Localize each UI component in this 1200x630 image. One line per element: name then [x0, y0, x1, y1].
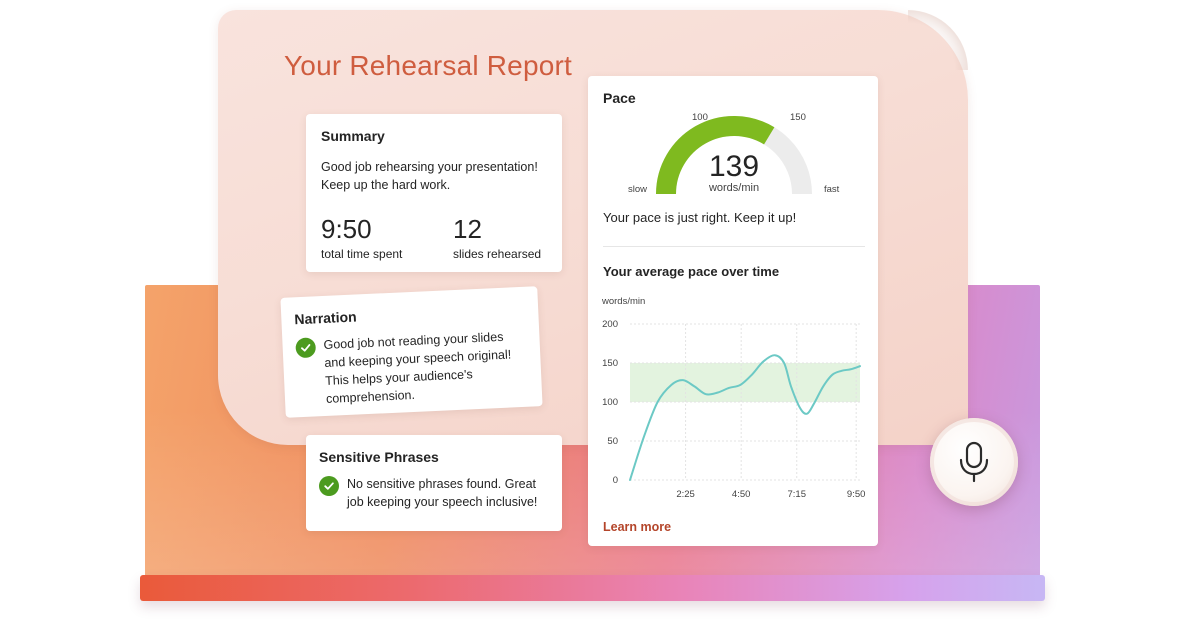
- y-axis-label: words/min: [601, 296, 645, 307]
- time-stat: 9:50 total time spent: [321, 214, 402, 261]
- narration-heading: Narration: [294, 308, 357, 328]
- sensitive-message: No sensitive phrases found. Great job ke…: [347, 477, 538, 509]
- microphone-icon: [959, 441, 989, 483]
- gauge-label-fast: fast: [824, 184, 840, 195]
- time-value: 9:50: [321, 214, 372, 244]
- pace-series-line: [629, 354, 861, 481]
- slides-value: 12: [453, 214, 482, 244]
- narration-card: Narration Good job not reading your slid…: [280, 286, 543, 418]
- average-pace-heading: Your average pace over time: [603, 264, 780, 279]
- gauge-label-150: 150: [790, 112, 806, 123]
- narration-message: Good job not reading your slides and kee…: [323, 329, 512, 406]
- pace-gauge: 100 150 slow fast 139 words/min: [618, 106, 850, 196]
- pace-gauge-arc: [656, 116, 812, 195]
- x-tick-label: 4:50: [732, 489, 751, 500]
- y-tick-label: 50: [607, 436, 618, 447]
- summary-message: Good job rehearsing your presentation! K…: [321, 160, 538, 192]
- sensitive-heading: Sensitive Phrases: [319, 449, 439, 465]
- gradient-ledge: [140, 575, 1045, 601]
- y-tick-label: 200: [602, 319, 618, 330]
- gauge-fill: [656, 116, 775, 195]
- y-tick-label: 100: [602, 397, 618, 408]
- divider: [603, 246, 865, 247]
- pace-message: Your pace is just right. Keep it up!: [603, 210, 797, 225]
- pace-value: 139: [708, 150, 760, 183]
- microphone-button[interactable]: [930, 418, 1018, 506]
- learn-more-link[interactable]: Learn more: [603, 520, 672, 534]
- checkmark-circle-icon: [295, 337, 317, 359]
- gauge-label-slow: slow: [628, 184, 648, 195]
- pace-card: Pace 100 150 slow fast 139 words/min You…: [588, 76, 878, 546]
- time-label: total time spent: [321, 247, 403, 261]
- x-tick-label: 7:15: [788, 489, 807, 500]
- sensitive-row: No sensitive phrases found. Great job ke…: [319, 475, 549, 511]
- summary-heading: Summary: [321, 128, 385, 144]
- paper-curl: [908, 10, 968, 70]
- pace-unit: words/min: [708, 182, 760, 194]
- slides-stat: 12 slides rehearsed: [453, 214, 541, 261]
- checkmark-circle-icon: [319, 476, 339, 496]
- pace-heading: Pace: [603, 90, 636, 106]
- sensitive-phrases-card: Sensitive Phrases No sensitive phrases f…: [306, 435, 562, 531]
- x-tick-label: 2:25: [676, 489, 695, 500]
- average-pace-chart: words/min 0 50 100 150 200 2:25 4:50 7:15 9:50: [601, 296, 866, 500]
- narration-row: Good job not reading your slides and kee…: [295, 327, 529, 409]
- y-tick-label: 0: [613, 475, 618, 486]
- x-tick-label: 9:50: [847, 489, 866, 500]
- page-title: Your Rehearsal Report: [284, 50, 573, 81]
- slides-label: slides rehearsed: [453, 247, 542, 261]
- y-tick-label: 150: [602, 358, 618, 369]
- gauge-label-100: 100: [692, 112, 708, 123]
- summary-card: Summary Good job rehearsing your present…: [306, 114, 562, 272]
